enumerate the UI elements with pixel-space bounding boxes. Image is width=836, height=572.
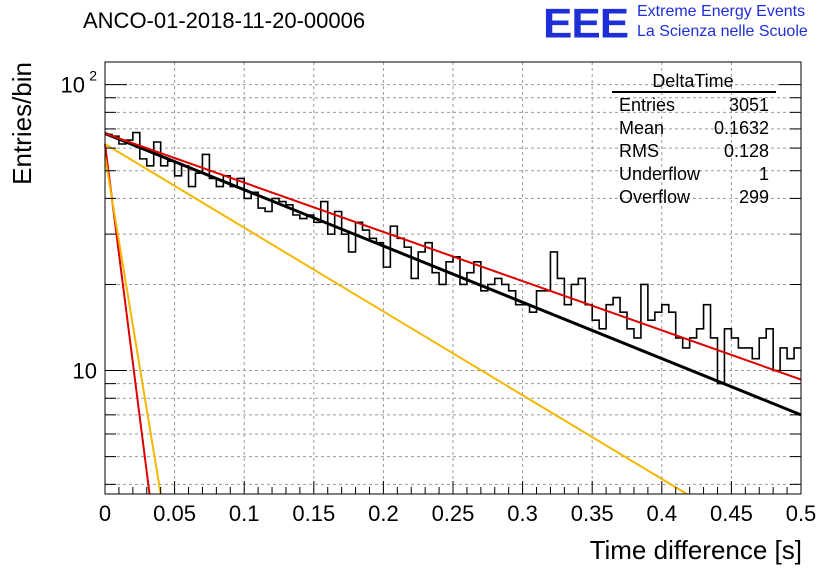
y-tick-label: 10 [73,359,97,384]
x-tick-labels: 0 0.05 0.1 0.15 0.2 0.25 0.3 0.35 0.4 0.45 0.5 [99,501,816,526]
x-tick-label: 0.35 [571,501,614,526]
grid-lines [105,62,801,494]
x-tick-label: 0.05 [153,501,196,526]
y-tick-label: 10 [61,73,85,98]
axis-ticks [104,84,802,494]
fit-line-total-fit [104,132,802,417]
stats-value: 0.128 [724,141,769,161]
stats-value: 0.1632 [714,118,769,138]
stats-label: Underflow [619,164,701,184]
y-tick-exponent: 2 [89,68,97,84]
x-axis-label: Time difference [s] [590,535,802,565]
histogram-bars [105,131,801,385]
fit-line-fast-component-alt- [104,156,162,495]
stats-value: 299 [739,187,769,207]
logo-line-2: La Scienza nelle Scuole [637,23,808,40]
x-tick-label: 0.15 [292,501,335,526]
histogram-outline [105,131,801,385]
x-tick-label: 0.1 [229,501,260,526]
chart-title: ANCO-01-2018-11-20-00006 [83,8,366,33]
fit-line-slow-component-alt- [104,143,688,495]
x-tick-label: 0.2 [368,501,399,526]
x-tick-label: 0.5 [786,501,817,526]
stats-box: DeltaTime Entries 3051 Mean 0.1632 RMS 0.128 Un… [612,71,776,207]
stats-label: Entries [619,95,675,115]
x-tick-label: 0.25 [432,501,475,526]
stats-value: 3051 [729,95,769,115]
fit-lines [104,132,802,495]
stats-label: Mean [619,118,664,138]
stats-label: Overflow [619,187,691,207]
stats-label: RMS [619,141,659,161]
stats-value: 1 [759,164,769,184]
eee-logo: EEE [543,0,629,47]
stats-title: DeltaTime [652,71,733,91]
logo-line-1: Extreme Energy Events [637,3,806,20]
fit-line-slow-component [104,132,802,381]
x-tick-label: 0.3 [507,501,538,526]
x-tick-label: 0.45 [710,501,753,526]
x-tick-label: 0.4 [647,501,678,526]
x-tick-label: 0 [99,501,111,526]
y-axis-label: Entries/bin [7,62,37,185]
